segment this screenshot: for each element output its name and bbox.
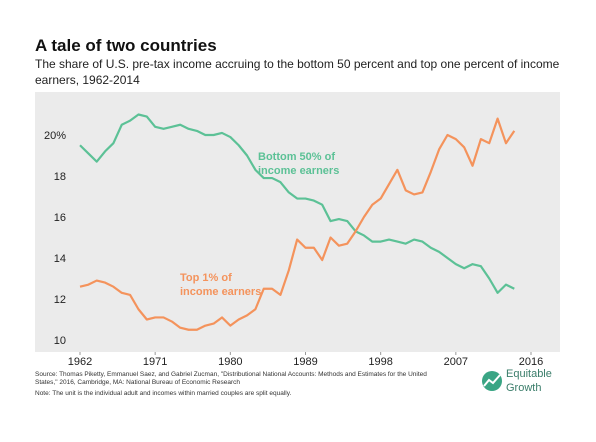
logo-icon <box>483 374 501 387</box>
y-tick-label: 12 <box>54 294 66 306</box>
y-tick-label: 16 <box>54 212 66 224</box>
x-tick-label: 2016 <box>519 356 543 368</box>
chart-title: A tale of two countries <box>35 36 217 55</box>
logo-text: Equitable <box>506 368 552 380</box>
y-tick-label: 10 <box>54 335 66 347</box>
x-tick-label: 2007 <box>444 356 468 368</box>
plot-background <box>35 92 560 352</box>
y-tick-label: 14 <box>54 253 66 265</box>
annotation: income earners <box>258 165 339 177</box>
logo-icon <box>482 371 502 391</box>
logo-text: Growth <box>506 382 541 394</box>
y-tick-label: 20% <box>44 130 66 142</box>
logo: Equitable Growth <box>482 368 552 394</box>
line-series <box>79 113 515 294</box>
x-tick-label: 1962 <box>68 356 92 368</box>
y-tick-label: 18 <box>54 171 66 183</box>
annotation: Top 1% of <box>180 272 232 284</box>
note: Note: The unit is the individual adult a… <box>35 390 291 397</box>
x-tick-label: 1980 <box>218 356 242 368</box>
line-series <box>79 117 516 331</box>
x-tick-label: 1971 <box>143 356 167 368</box>
chart-subtitle: The share of U.S. pre-tax income accruin… <box>35 57 560 71</box>
source: States," 2016, Cambridge, MA: National B… <box>35 379 240 386</box>
annotation: income earners <box>180 286 261 298</box>
x-tick-label: 1989 <box>293 356 317 368</box>
x-tick-label: 1998 <box>368 356 392 368</box>
source: Source: Thomas Piketty, Emmanuel Saez, a… <box>35 371 427 378</box>
chart-subtitle: earners, 1962-2014 <box>35 73 140 87</box>
annotation: Bottom 50% of <box>258 151 335 163</box>
